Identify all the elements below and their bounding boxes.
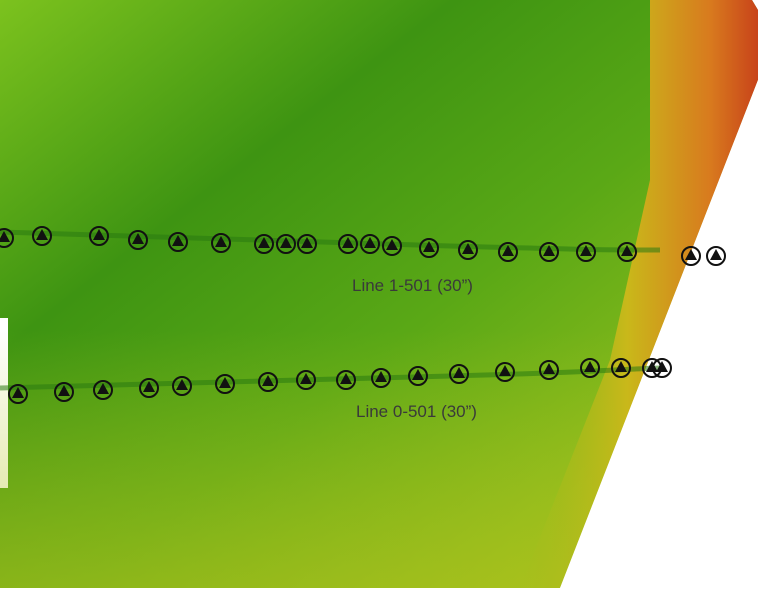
survey-marker-icon [296,370,316,390]
survey-marker-icon [576,242,596,262]
survey-marker-icon [408,366,428,386]
survey-marker-icon [211,233,231,253]
survey-marker-icon [297,234,317,254]
survey-marker-icon [419,238,439,258]
seabed-bottom-shading [0,330,700,588]
survey-marker-icon [93,380,113,400]
survey-marker-icon [215,374,235,394]
pipeline-line-1-trace [0,229,661,253]
slope-ridge [520,0,758,588]
survey-marker-icon [168,232,188,252]
survey-marker-icon [652,358,672,378]
survey-marker-icon [89,226,109,246]
survey-marker-icon [254,234,274,254]
survey-marker-icon [681,246,701,266]
survey-marker-icon [498,242,518,262]
survey-marker-icon [382,236,402,256]
survey-marker-icon [706,246,726,266]
line-0-markers [8,358,672,404]
survey-marker-icon [360,234,380,254]
survey-marker-icon [8,384,28,404]
line-1-markers [0,226,726,266]
survey-marker-icon [539,360,559,380]
survey-marker-icon [172,376,192,396]
survey-marker-icon [458,240,478,260]
survey-marker-icon [338,234,358,254]
survey-marker-icon [128,230,148,250]
no-data-area [560,80,758,614]
survey-marker-icon [617,242,637,262]
survey-marker-icon [32,226,52,246]
line-1-label: Line 1-501 (30”) [352,276,473,295]
survey-marker-icon [336,370,356,390]
pipeline-line-0-trace [0,365,661,391]
survey-marker-icon [495,362,515,382]
survey-marker-icon [258,372,278,392]
survey-marker-icon [139,378,159,398]
survey-marker-icon [449,364,469,384]
survey-marker-icon [539,242,559,262]
survey-marker-icon [611,358,631,378]
survey-marker-icon [54,382,74,402]
survey-marker-icon [276,234,296,254]
line-0-label: Line 0-501 (30”) [356,402,477,421]
survey-marker-icon [580,358,600,378]
survey-marker-icon [371,368,391,388]
survey-marker-icon [0,228,14,248]
